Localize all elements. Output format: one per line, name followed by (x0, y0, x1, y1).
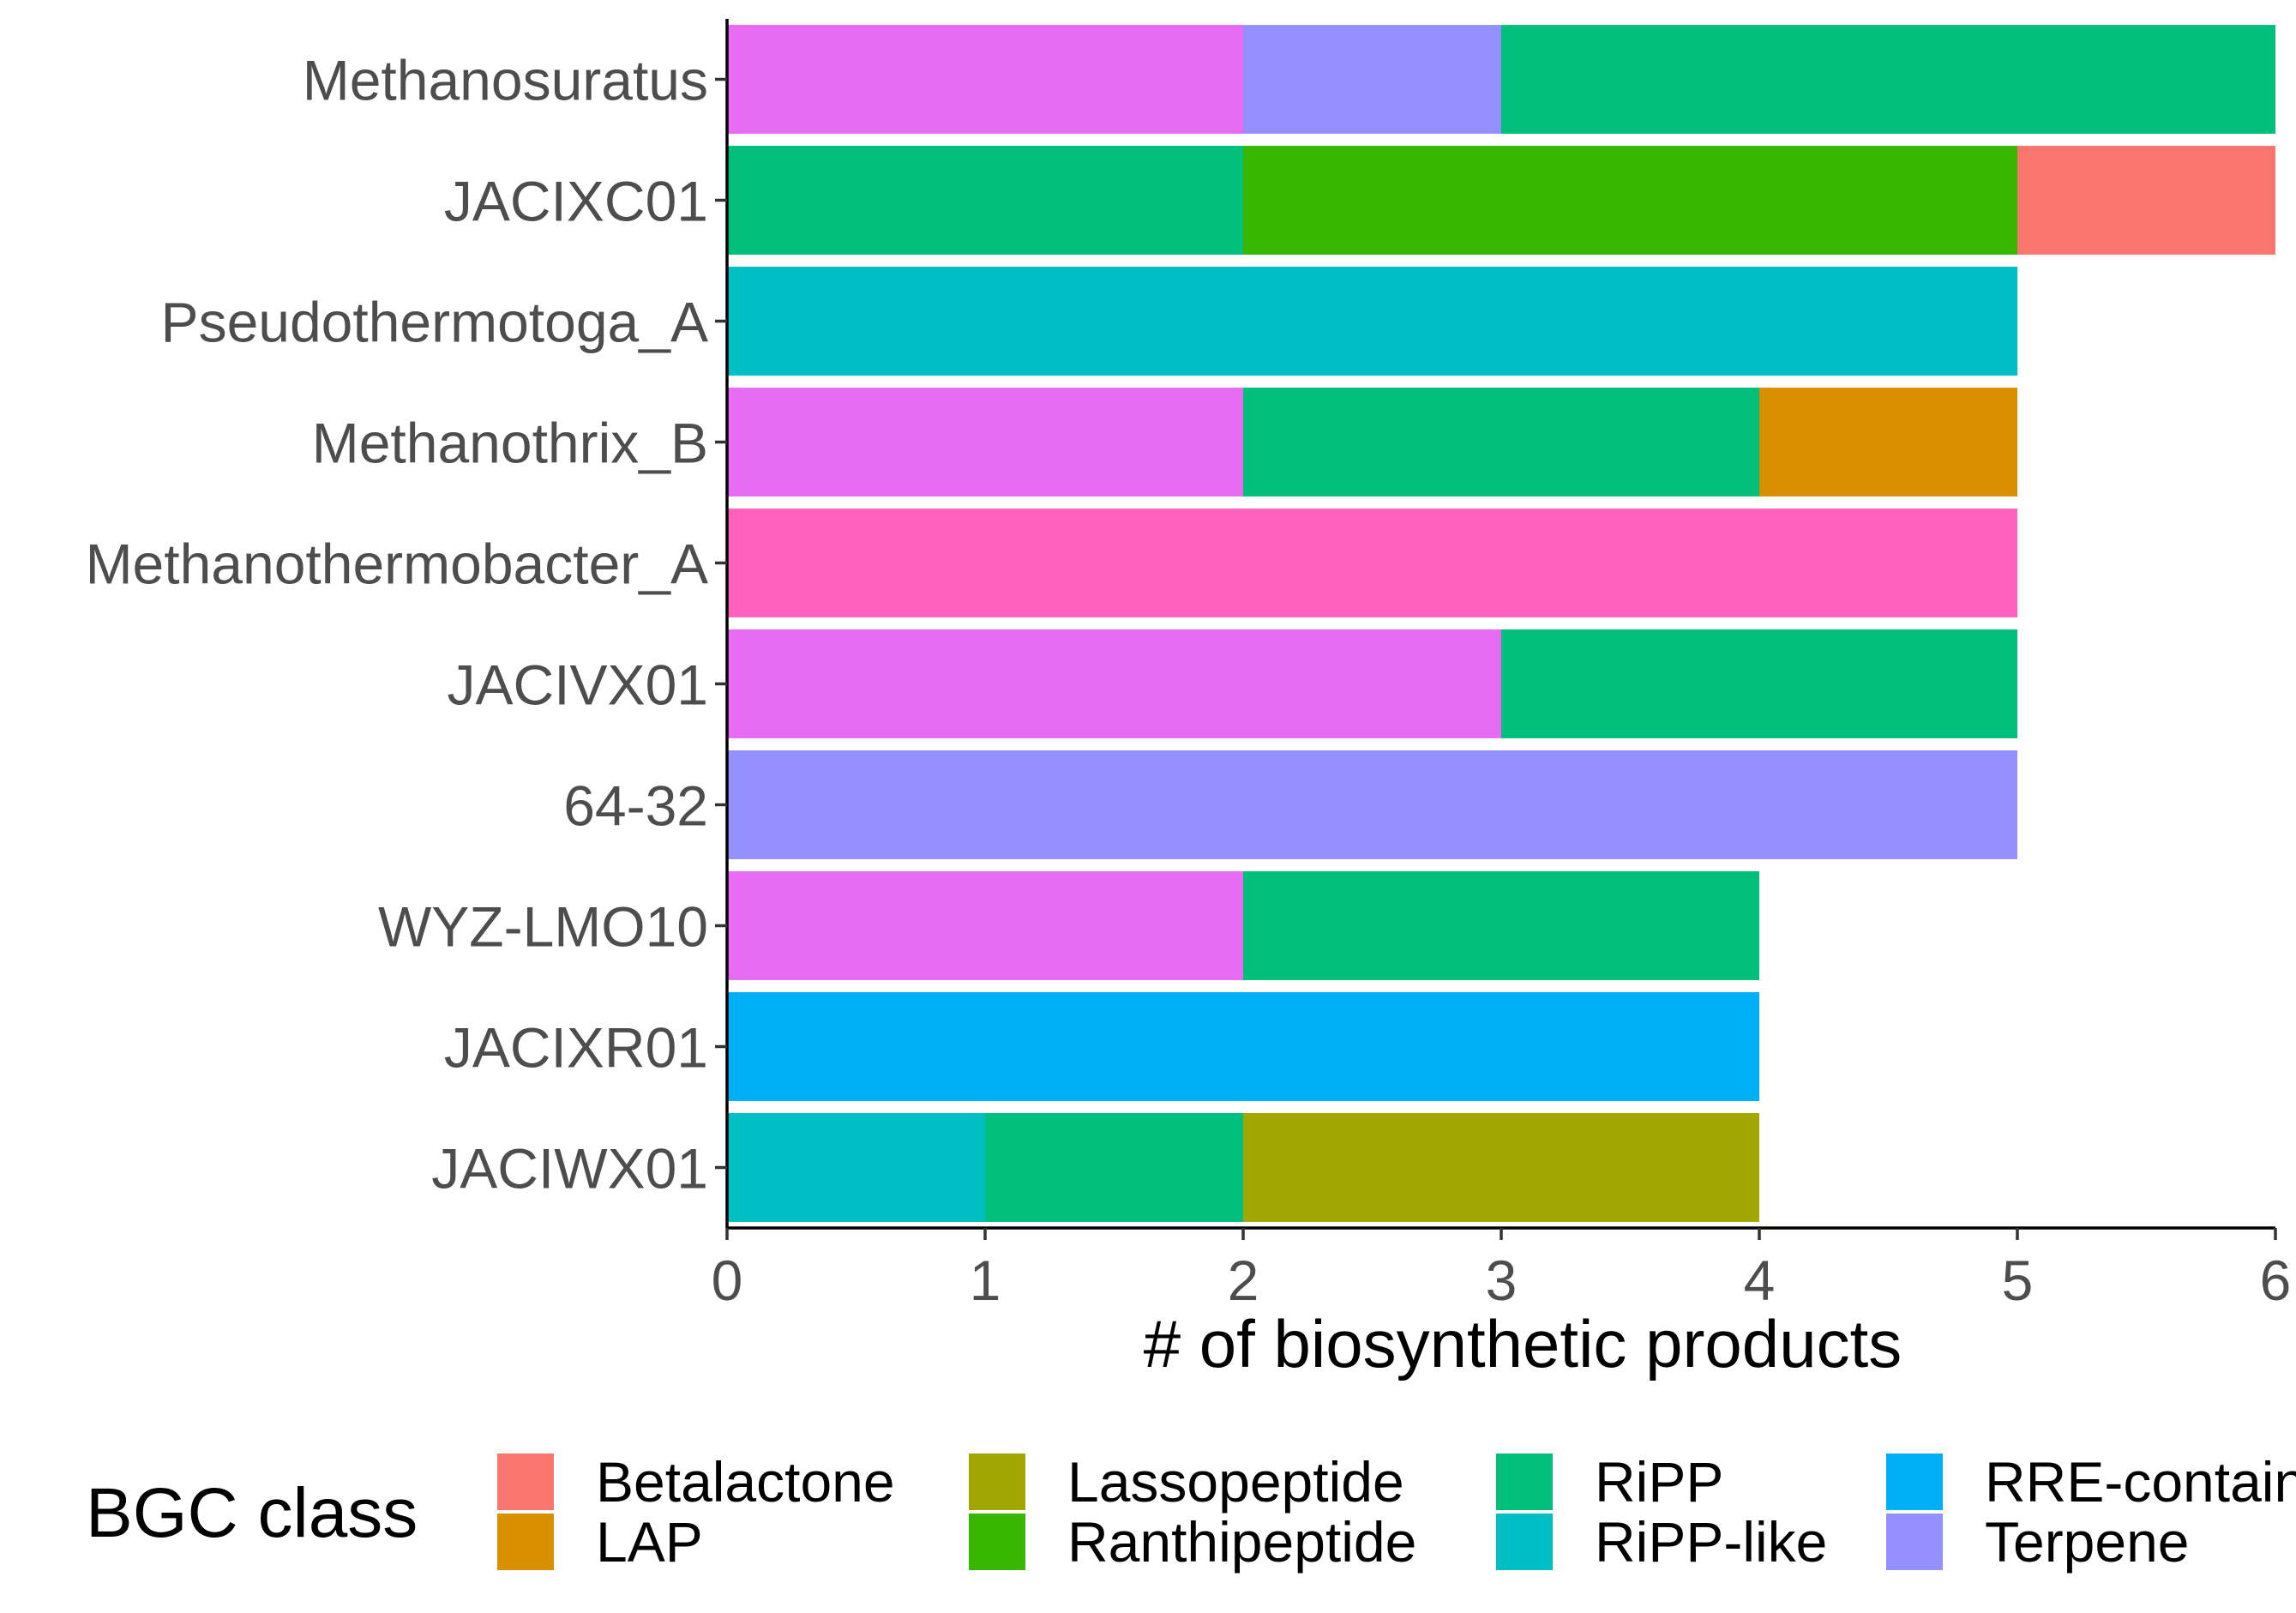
x-tick-label: 6 (2260, 1249, 2292, 1312)
y-tick-labels: Methanosuratus JACIXC01 Pseudothermotoga_A… (86, 49, 727, 1201)
legend-label-betalactone: Betalactone (596, 1450, 895, 1514)
bar-methanothrix-b-other-magenta (727, 388, 1243, 497)
legend-swatch-ripp (1496, 1454, 1553, 1510)
x-tick-label: 0 (712, 1249, 743, 1312)
x-tick-label: 5 (2002, 1249, 2034, 1312)
bar-jacixc01-betalactone (2017, 146, 2275, 255)
bar-methanosuratus-other-magenta (727, 25, 1243, 134)
bar-methanothrix-b-lap (1759, 388, 2017, 497)
bar-methanothermobacter-a-other-pink (727, 509, 2017, 617)
legend-label-ranthipeptide: Ranthipeptide (1067, 1510, 1416, 1574)
bar-jaciwx01-ripp-like (727, 1113, 985, 1222)
y-tick-label: JACIXC01 (444, 170, 708, 233)
bar-jacixc01-ripp (727, 146, 1243, 255)
legend-swatch-lap (497, 1514, 554, 1570)
y-tick-label: Pseudothermotoga_A (161, 291, 708, 354)
legend-swatch-rre-containing (1886, 1454, 1943, 1510)
bars-layer (727, 25, 2275, 1222)
y-tick-label: Methanosuratus (303, 49, 708, 112)
x-axis-title: # of biosynthetic products (1144, 1306, 1902, 1381)
bar-pseudothermotoga-a-ripp-like (727, 267, 2017, 376)
legend-label-rre-containing: RRE-containing (1985, 1450, 2296, 1514)
legend-title: BGC class (86, 1474, 418, 1552)
bar-methanosuratus-terpene (1243, 25, 1501, 134)
y-tick-label: JACIWX01 (431, 1137, 708, 1201)
bar-jacixc01-ranthipeptide (1243, 146, 2017, 255)
x-tick-labels: 0 1 2 3 4 5 6 (712, 1228, 2292, 1312)
legend-swatch-ranthipeptide (969, 1514, 1025, 1570)
bar-jaciwx01-lassopeptide (1243, 1113, 1759, 1222)
bar-wyz-lmo10-ripp (1243, 871, 1759, 980)
y-tick-label: Methanothrix_B (312, 412, 708, 475)
legend-swatch-lassopeptide (969, 1454, 1025, 1510)
legend-label-terpene: Terpene (1985, 1510, 2190, 1574)
legend-label-ripp-like: RiPP-like (1595, 1510, 1827, 1574)
legend-swatch-betalactone (497, 1454, 554, 1510)
bar-jaciwx01-ripp (985, 1113, 1243, 1222)
x-tick-label: 1 (970, 1249, 1001, 1312)
x-tick-label: 2 (1228, 1249, 1259, 1312)
y-tick-label: 64-32 (563, 774, 708, 838)
legend-label-ripp: RiPP (1595, 1450, 1723, 1514)
y-tick-label: Methanothermobacter_A (86, 533, 708, 596)
x-tick-label: 3 (1486, 1249, 1518, 1312)
legend-swatch-terpene (1886, 1514, 1943, 1570)
bar-methanosuratus-ripp (1501, 25, 2275, 134)
legend-swatch-ripp-like (1496, 1514, 1553, 1570)
y-tick-label: JACIXR01 (444, 1016, 708, 1080)
bar-jacixr01-rre-containing (727, 992, 1759, 1101)
y-tick-label: WYZ-LMO10 (378, 895, 708, 959)
bar-jacivx01-ripp (1501, 629, 2017, 738)
legend-label-lassopeptide: Lassopeptide (1067, 1450, 1404, 1514)
bar-64-32-terpene (727, 750, 2017, 859)
x-tick-label: 4 (1744, 1249, 1776, 1312)
y-tick-label: JACIVX01 (448, 653, 708, 717)
bar-methanothrix-b-ripp (1243, 388, 1759, 497)
bar-jacivx01-other-magenta (727, 629, 1501, 738)
legend-label-lap: LAP (596, 1510, 703, 1574)
bar-wyz-lmo10-other-magenta (727, 871, 1243, 980)
